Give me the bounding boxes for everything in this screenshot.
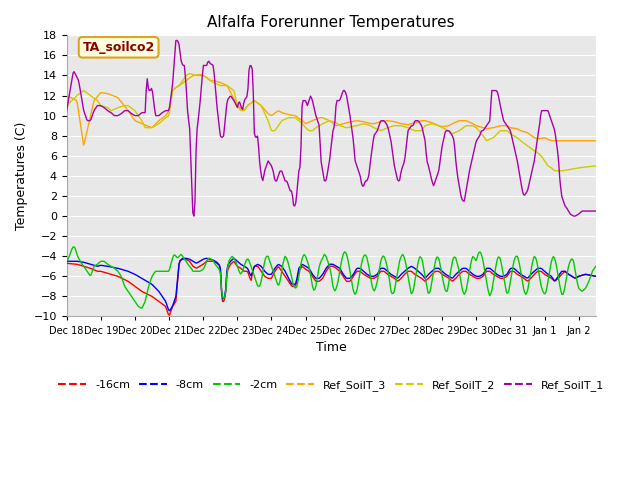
Text: TA_soilco2: TA_soilco2 <box>83 41 155 54</box>
X-axis label: Time: Time <box>316 341 347 354</box>
Legend: -16cm, -8cm, -2cm, Ref_SoilT_3, Ref_SoilT_2, Ref_SoilT_1: -16cm, -8cm, -2cm, Ref_SoilT_3, Ref_Soil… <box>54 375 609 395</box>
Y-axis label: Temperatures (C): Temperatures (C) <box>15 122 28 230</box>
Title: Alfalfa Forerunner Temperatures: Alfalfa Forerunner Temperatures <box>207 15 455 30</box>
